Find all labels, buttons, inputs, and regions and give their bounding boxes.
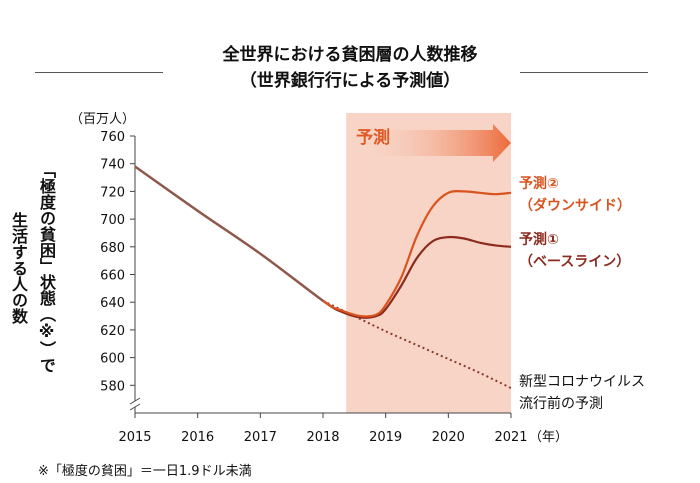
series-label-1-line1: 予測② (519, 175, 559, 192)
series-label-3-line2: 流行前の予測 (519, 395, 603, 412)
y-tick-label: 740 (100, 158, 125, 173)
x-tick-label: 2015 (118, 430, 151, 445)
series-label-1-line2: （ダウンサイド） (519, 197, 631, 214)
y-tick-label: 640 (100, 296, 125, 311)
chart-subtitle: （世界銀行行による予測値） (239, 71, 461, 91)
x-tick-label: 2018 (306, 430, 339, 445)
x-tick-label: 2016 (181, 430, 214, 445)
series-label-2-line2: （ベースライン） (519, 254, 630, 270)
forecast-band (346, 113, 511, 413)
chart-title: 全世界における貧困層の人数推移 (222, 45, 478, 65)
series-label-3-line1: 新型コロナウイルス (519, 374, 645, 390)
y-tick-label: 720 (100, 185, 125, 200)
y-tick-label: 680 (100, 241, 125, 256)
forecast-label: 予測 (356, 127, 390, 148)
x-axis-unit: （年） (529, 430, 568, 445)
forecast-arrow (351, 124, 511, 162)
y-tick-label: 760 (100, 130, 125, 145)
y-axis-unit: （百万人） (70, 112, 136, 127)
x-tick-label: 2020 (432, 430, 465, 445)
x-tick-label: 2021 (494, 430, 527, 445)
footnote: ※「極度の貧困」＝一日1.9ドル未満 (38, 464, 252, 479)
x-tick-label: 2017 (244, 430, 277, 445)
y-axis-label-line2: 生活する人の数 (9, 212, 28, 324)
y-tick-label: 660 (100, 269, 125, 284)
historical-line (134, 165, 324, 302)
y-tick-label: 700 (100, 213, 125, 228)
y-axis-label-line1: 「極度の貧困」状態（※）で (37, 162, 56, 373)
y-tick-label: 620 (100, 324, 125, 339)
x-tick-label: 2019 (369, 430, 402, 445)
y-tick-label: 600 (100, 352, 125, 367)
title-rule-left (35, 72, 163, 73)
series-label-2-line1: 予測① (519, 231, 559, 248)
axis-break-mark (129, 397, 141, 411)
title-rule-right (520, 72, 648, 73)
y-tick-label: 580 (100, 379, 125, 394)
